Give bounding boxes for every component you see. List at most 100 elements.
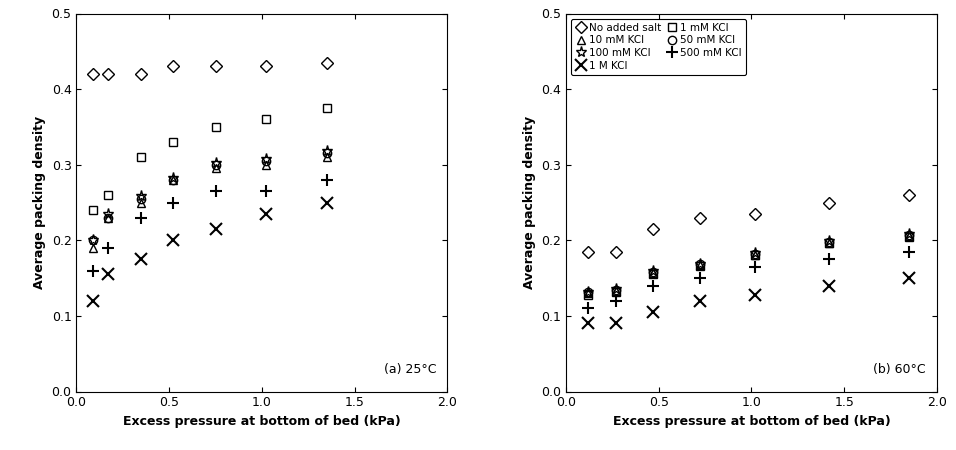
- 1 mM KCl: [136, 154, 147, 160]
- 10 mM KCl: [824, 240, 836, 245]
- Y-axis label: Average packing density: Average packing density: [33, 116, 46, 289]
- 10 mM KCl: [750, 252, 761, 257]
- 50 mM KCl: [694, 262, 706, 267]
- No added salt: [750, 211, 761, 216]
- 1 mM KCl: [903, 234, 915, 239]
- 100 mM KCl: [610, 287, 621, 292]
- 50 mM KCl: [750, 251, 761, 256]
- 50 mM KCl: [136, 196, 147, 202]
- Line: 1 M KCl: 1 M KCl: [88, 197, 333, 306]
- 1 mM KCl: [167, 140, 179, 145]
- 500 mM KCl: [136, 215, 147, 220]
- Text: (b) 60°C: (b) 60°C: [873, 364, 925, 376]
- No added salt: [87, 71, 98, 76]
- 500 mM KCl: [610, 298, 621, 303]
- 100 mM KCl: [209, 161, 221, 166]
- 50 mM KCl: [260, 158, 272, 164]
- 500 mM KCl: [87, 268, 98, 273]
- 100 mM KCl: [136, 194, 147, 199]
- No added salt: [136, 71, 147, 76]
- 50 mM KCl: [87, 238, 98, 243]
- 1 mM KCl: [582, 292, 594, 297]
- 500 mM KCl: [750, 264, 761, 270]
- 1 M KCl: [209, 226, 221, 232]
- 10 mM KCl: [102, 215, 114, 220]
- 1 M KCl: [321, 200, 333, 205]
- No added salt: [647, 226, 659, 232]
- 100 mM KCl: [167, 176, 179, 181]
- 500 mM KCl: [260, 189, 272, 194]
- 500 mM KCl: [102, 245, 114, 251]
- 50 mM KCl: [824, 239, 836, 244]
- Line: 500 mM KCl: 500 mM KCl: [88, 174, 333, 276]
- X-axis label: Excess pressure at bottom of bed (kPa): Excess pressure at bottom of bed (kPa): [123, 415, 401, 428]
- 1 M KCl: [903, 275, 915, 281]
- No added salt: [167, 64, 179, 69]
- 500 mM KCl: [167, 200, 179, 205]
- 1 M KCl: [750, 292, 761, 297]
- 500 mM KCl: [903, 249, 915, 254]
- Line: 50 mM KCl: 50 mM KCl: [584, 231, 913, 297]
- 500 mM KCl: [647, 283, 659, 288]
- 10 mM KCl: [647, 270, 659, 275]
- Line: 100 mM KCl: 100 mM KCl: [88, 145, 333, 246]
- 1 mM KCl: [102, 192, 114, 198]
- 50 mM KCl: [167, 177, 179, 183]
- 100 mM KCl: [582, 289, 594, 294]
- 1 mM KCl: [750, 253, 761, 258]
- 1 mM KCl: [824, 241, 836, 246]
- 50 mM KCl: [610, 288, 621, 293]
- Line: 100 mM KCl: 100 mM KCl: [583, 229, 915, 297]
- 1 mM KCl: [610, 289, 621, 294]
- 100 mM KCl: [824, 238, 836, 244]
- 500 mM KCl: [209, 189, 221, 194]
- 10 mM KCl: [694, 262, 706, 268]
- 1 mM KCl: [321, 105, 333, 111]
- 1 M KCl: [87, 298, 98, 303]
- 1 M KCl: [582, 321, 594, 326]
- 50 mM KCl: [321, 151, 333, 156]
- 1 mM KCl: [647, 271, 659, 276]
- Legend: No added salt, 10 mM KCl, 100 mM KCl, 1 M KCl, 1 mM KCl, 50 mM KCl, 500 mM KCl: No added salt, 10 mM KCl, 100 mM KCl, 1 …: [572, 19, 746, 75]
- 1 mM KCl: [209, 124, 221, 130]
- 50 mM KCl: [102, 215, 114, 220]
- 10 mM KCl: [610, 288, 621, 294]
- 10 mM KCl: [87, 245, 98, 251]
- No added salt: [610, 249, 621, 254]
- 1 M KCl: [102, 272, 114, 277]
- 50 mM KCl: [903, 232, 915, 238]
- 1 M KCl: [694, 298, 706, 303]
- 100 mM KCl: [321, 148, 333, 154]
- No added salt: [209, 64, 221, 69]
- No added salt: [582, 249, 594, 254]
- 10 mM KCl: [167, 177, 179, 183]
- 10 mM KCl: [321, 154, 333, 160]
- 1 M KCl: [610, 321, 621, 326]
- 10 mM KCl: [903, 233, 915, 238]
- 100 mM KCl: [260, 156, 272, 162]
- 10 mM KCl: [582, 291, 594, 296]
- 100 mM KCl: [647, 269, 659, 274]
- 1 M KCl: [167, 238, 179, 243]
- X-axis label: Excess pressure at bottom of bed (kPa): Excess pressure at bottom of bed (kPa): [613, 415, 890, 428]
- Line: 500 mM KCl: 500 mM KCl: [583, 246, 915, 314]
- Line: 10 mM KCl: 10 mM KCl: [89, 153, 331, 252]
- Line: No added salt: No added salt: [89, 58, 331, 78]
- Line: No added salt: No added salt: [584, 191, 913, 256]
- Line: 50 mM KCl: 50 mM KCl: [89, 149, 331, 244]
- 50 mM KCl: [647, 270, 659, 275]
- 1 M KCl: [824, 283, 836, 288]
- No added salt: [102, 71, 114, 76]
- 1 M KCl: [136, 256, 147, 262]
- 50 mM KCl: [209, 162, 221, 167]
- 1 mM KCl: [260, 117, 272, 122]
- 500 mM KCl: [321, 177, 333, 183]
- 1 M KCl: [260, 211, 272, 216]
- 10 mM KCl: [209, 166, 221, 171]
- 100 mM KCl: [87, 238, 98, 243]
- 1 M KCl: [647, 310, 659, 315]
- 50 mM KCl: [582, 290, 594, 295]
- No added salt: [824, 200, 836, 205]
- Line: 1 mM KCl: 1 mM KCl: [584, 232, 913, 299]
- 100 mM KCl: [102, 211, 114, 216]
